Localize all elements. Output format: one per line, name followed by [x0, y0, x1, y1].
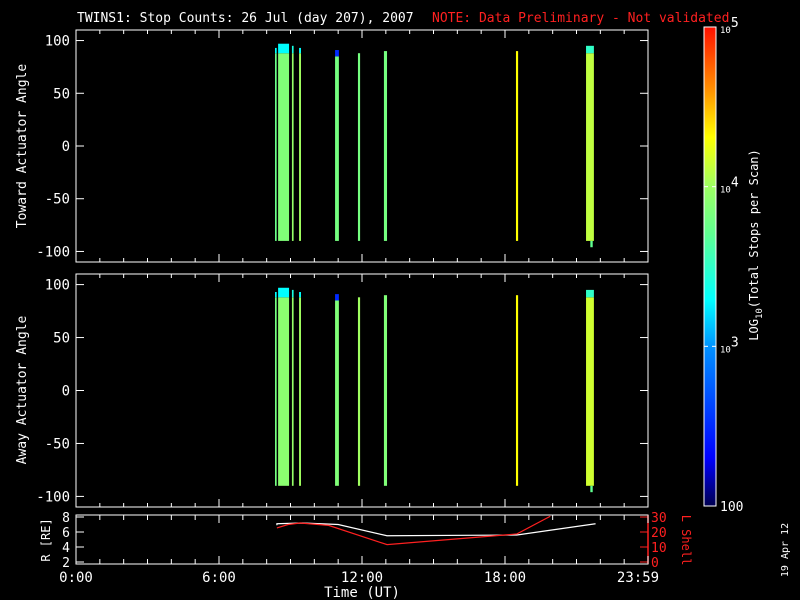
data-bar: [515, 51, 519, 241]
l-shell-label: L Shell: [679, 515, 693, 566]
x-tick-label: 23:59: [617, 570, 659, 586]
toward-angle-panel: 100 50 0 -50 -100: [36, 29, 649, 263]
chart-title: TWINS1: Stop Counts: 26 Jul (day 207), 2…: [77, 11, 414, 26]
panel-frame: [75, 29, 649, 263]
l-shell-line: [276, 515, 551, 546]
colorbar-gradient: [703, 26, 717, 507]
r-ylabel: R [RE]: [39, 518, 53, 561]
data-bar-cap: [278, 287, 290, 298]
away-angle-panel: 100 50 0 -50 -100: [36, 273, 649, 508]
data-bar: [278, 53, 290, 241]
r-distance-line: [276, 522, 596, 537]
x-tick-label: 0:00: [59, 570, 93, 586]
data-bar: [335, 300, 339, 486]
data-bar: [383, 51, 388, 241]
data-bar-cap: [299, 292, 301, 298]
data-bar: [278, 297, 290, 486]
y-tick-label: 100: [45, 278, 70, 294]
data-bar-cap: [586, 45, 594, 54]
data-bar-cap: [335, 50, 339, 57]
y2-tick-label: 30: [651, 511, 667, 526]
colorbar-tick-label: 100: [720, 500, 743, 515]
xlabel: Time (UT): [324, 585, 400, 600]
x-tick-label: 18:00: [484, 570, 526, 586]
y-tick-label: 50: [53, 331, 70, 347]
y-tick-label: -100: [36, 244, 70, 260]
data-bar-cap: [586, 289, 594, 298]
data-bar: [291, 53, 294, 241]
data-bar: [590, 485, 593, 493]
colorbar-tick-label: 104: [720, 176, 739, 196]
data-bar: [275, 53, 277, 241]
x-tick-label: 6:00: [202, 570, 236, 586]
toward-ylabel: Toward Actuator Angle: [15, 64, 30, 229]
y-tick-label: 8: [62, 511, 70, 526]
y-tick-label: -50: [45, 436, 70, 452]
data-bar: [357, 53, 361, 241]
colorbar-tick-label: 103: [720, 335, 739, 355]
data-bar: [590, 240, 593, 248]
y-tick-label: 2: [62, 556, 70, 571]
data-bar: [299, 297, 301, 486]
data-bar-cap: [291, 45, 294, 54]
y-tick-label: 4: [62, 541, 70, 556]
data-bar: [515, 295, 519, 486]
y-tick-label: 6: [62, 526, 70, 541]
away-ylabel: Away Actuator Angle: [15, 315, 30, 464]
data-bar-cap: [335, 294, 339, 301]
y-tick-label: 0: [62, 384, 70, 400]
date-stamp: 19 Apr 12: [780, 523, 791, 577]
panel-frame: [75, 273, 649, 508]
data-bar: [586, 53, 594, 241]
data-bar: [299, 53, 301, 241]
colorbar-label: LOG10(Total Stops per Scan): [747, 149, 765, 340]
colorbar-tick-label: 105: [720, 16, 739, 36]
preliminary-note: NOTE: Data Preliminary - Not validated: [432, 11, 729, 26]
data-bar: [586, 297, 594, 486]
y2-tick-label: 10: [651, 541, 667, 556]
y-tick-label: -100: [36, 489, 70, 505]
data-bar: [383, 295, 388, 486]
y-tick-label: 0: [62, 139, 70, 155]
data-bar: [335, 56, 339, 241]
y2-tick-label: 0: [651, 556, 659, 571]
data-bar-cap: [299, 47, 301, 54]
y2-tick-label: 20: [651, 526, 667, 541]
data-bar-cap: [275, 292, 277, 298]
data-bar: [275, 297, 277, 486]
x-tick-label: 12:00: [341, 570, 383, 586]
data-bar-cap: [275, 47, 277, 54]
y-tick-label: 50: [53, 86, 70, 102]
colorbar: 105 104 103 100 LOG10(Total Stops per Scan): [703, 16, 765, 515]
y-tick-label: -50: [45, 192, 70, 208]
data-bar: [357, 297, 361, 486]
data-bar: [291, 297, 294, 486]
data-bar-cap: [278, 43, 290, 54]
y-tick-label: 100: [45, 34, 70, 50]
data-bar-cap: [291, 289, 294, 298]
